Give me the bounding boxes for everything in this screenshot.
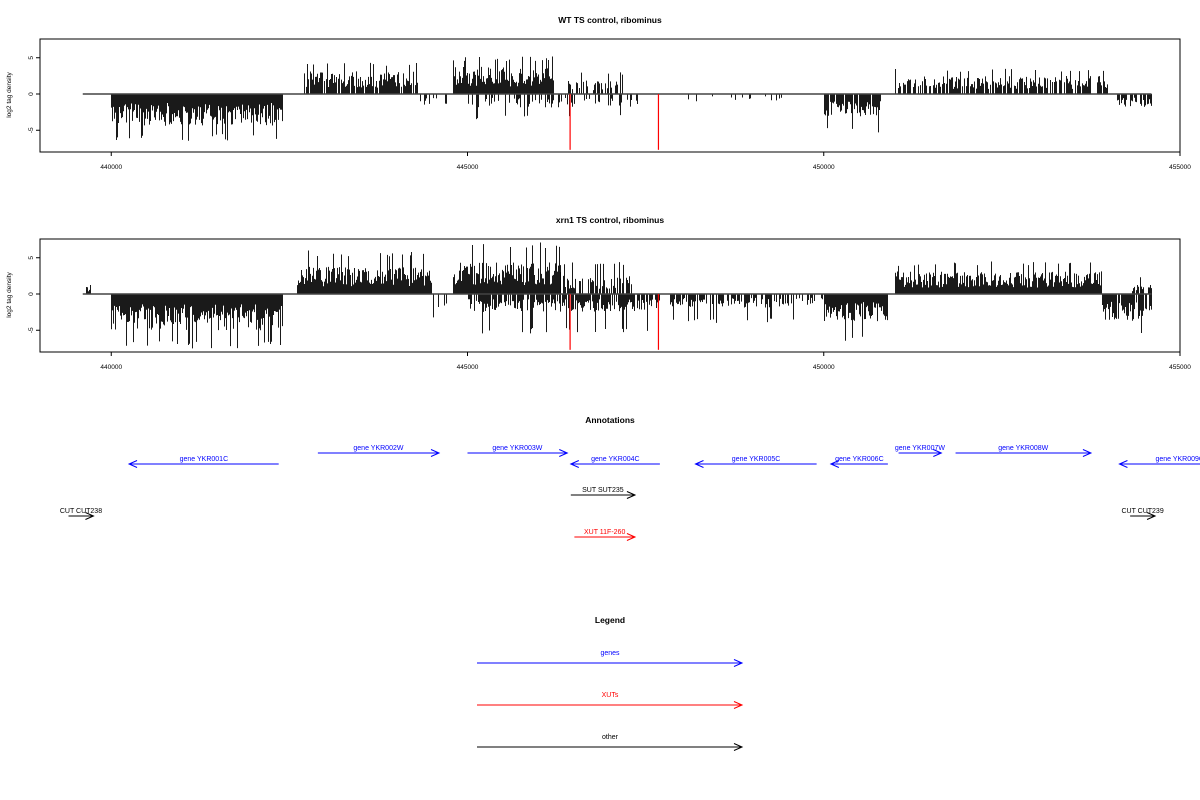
feature-label: gene YKR003W <box>492 445 542 452</box>
xrn1-track-title: xrn1 TS control, ribominus <box>556 215 664 225</box>
wt-density-bars <box>82 56 1152 141</box>
feature-arrow: gene YKR007W <box>895 445 945 457</box>
feature-arrow: gene YKR008W <box>955 445 1093 457</box>
feature-arrow-head <box>626 533 637 541</box>
feature-arrow-head <box>626 491 637 499</box>
annotations-title: Annotations <box>585 415 635 425</box>
feature-arrow-head <box>694 460 704 468</box>
legend-entry: XUTs <box>477 692 744 709</box>
feature-label: CUT CUT238 <box>60 508 102 515</box>
feature-arrow: gene YKR003W <box>467 445 569 457</box>
feature-arrow: gene YKR006C <box>829 456 888 468</box>
xrn1-x-axis: 440000 445000 450000 455000 <box>100 352 1191 371</box>
feature-arrow-head <box>1082 449 1093 457</box>
wt-y-tick-label: -5 <box>28 127 35 133</box>
legend-entry-head <box>733 701 744 709</box>
wt-track-panel: WT TS control, ribominus log2 tag densit… <box>6 15 1191 171</box>
xrn1-y-axis: -5 0 5 <box>28 256 40 333</box>
legend-entry-label: genes <box>600 650 620 657</box>
wt-y-axis: -5 0 5 <box>28 56 40 133</box>
xrn1-y-tick-label: 5 <box>28 256 35 260</box>
feature-arrow-head <box>933 449 943 457</box>
xrn1-density-bars <box>82 242 1152 349</box>
feature-label: gene YKR002W <box>353 445 403 452</box>
xrn1-plot-frame <box>39 238 1181 353</box>
feature-arrow-head <box>1146 512 1157 520</box>
feature-arrow-head <box>85 512 95 520</box>
xrn1-track-panel: xrn1 TS control, ribominus log2 tag dens… <box>6 215 1191 371</box>
wt-highlight-bars <box>569 94 660 150</box>
feature-label: gene YKR001C <box>180 456 229 463</box>
feature-arrow: SUT SUT235 <box>570 487 637 499</box>
xrn1-highlight-bars <box>569 294 660 350</box>
feature-label: gene YKR005C <box>732 456 781 463</box>
wt-plot-frame <box>39 38 1181 153</box>
feature-label: gene YKR006C <box>835 456 884 463</box>
xrn1-x-tick-label: 440000 <box>100 364 122 371</box>
feature-arrow: gene YKR002W <box>317 445 441 457</box>
xrn1-y-tick-label: 0 <box>28 292 35 296</box>
feature-label: gene YKR007W <box>895 445 945 452</box>
wt-x-tick-label: 450000 <box>813 164 835 171</box>
legend-entry: genes <box>477 650 744 667</box>
feature-arrow-head <box>829 460 840 468</box>
legend-entry: other <box>477 734 744 751</box>
legend-title: Legend <box>595 615 625 625</box>
feature-arrow: XUT 11F-260 <box>574 529 637 541</box>
feature-arrow: gene YKR004C <box>569 456 660 468</box>
feature-label: gene YKR004C <box>591 456 640 463</box>
wt-y-axis-label: log2 tag density <box>6 71 13 117</box>
legend-entry-head <box>733 743 744 751</box>
xrn1-x-tick-label: 455000 <box>1169 364 1191 371</box>
xrn1-x-tick-label: 450000 <box>813 364 835 371</box>
feature-label: gene YKR008W <box>998 445 1048 452</box>
feature-arrow-head <box>430 449 441 457</box>
wt-y-tick-label: 5 <box>28 56 35 60</box>
wt-track-title: WT TS control, ribominus <box>558 15 662 25</box>
feature-arrow: gene YKR005C <box>694 456 817 468</box>
xrn1-y-tick-label: -5 <box>28 327 35 333</box>
legend-entries: genes XUTs other <box>477 650 744 751</box>
legend-entry-label: other <box>602 734 619 741</box>
legend-entry-head <box>733 659 744 667</box>
feature-arrow: CUT CUT238 <box>60 508 102 520</box>
feature-arrow-head <box>1118 460 1128 468</box>
wt-y-tick-label: 0 <box>28 92 35 96</box>
wt-x-tick-label: 445000 <box>457 164 479 171</box>
feature-arrow-head <box>127 460 138 468</box>
feature-arrow-head <box>559 449 569 457</box>
xrn1-y-axis-label: log2 tag density <box>6 271 13 317</box>
feature-label: SUT SUT235 <box>582 487 624 494</box>
feature-arrow: gene YKR009C <box>1118 456 1200 468</box>
wt-x-tick-label: 455000 <box>1169 164 1191 171</box>
wt-x-axis: 440000 445000 450000 455000 <box>100 152 1191 171</box>
feature-arrow-head <box>569 460 580 468</box>
legend-entry-label: XUTs <box>602 692 619 699</box>
feature-arrow: CUT CUT239 <box>1121 508 1164 520</box>
feature-label: CUT CUT239 <box>1121 508 1163 515</box>
feature-arrows: gene YKR001C gene YKR002W gene YKR003W gene… <box>60 445 1200 541</box>
feature-label: gene YKR009C <box>1155 456 1200 463</box>
wt-x-tick-label: 440000 <box>100 164 122 171</box>
feature-label: XUT 11F-260 <box>584 529 625 536</box>
xrn1-x-tick-label: 445000 <box>457 364 479 371</box>
feature-arrow: gene YKR001C <box>127 456 279 468</box>
legend-panel: Legend genes XUTs other <box>477 615 744 751</box>
